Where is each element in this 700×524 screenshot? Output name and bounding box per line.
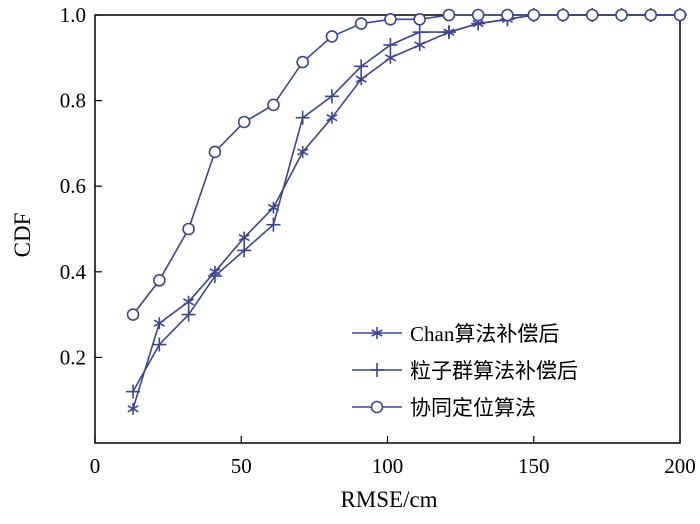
- data-point: [126, 308, 140, 321]
- data-point: [267, 98, 280, 112]
- y-tick-label: 0.2: [60, 345, 86, 369]
- legend-label: Chan算法补偿后: [410, 322, 559, 346]
- legend-marker: [370, 363, 384, 377]
- data-point: [644, 8, 658, 22]
- x-axis-label: RMSE/cm: [340, 487, 437, 512]
- y-tick-label: 0.8: [60, 89, 86, 113]
- series-2: [126, 8, 687, 399]
- data-point: [153, 317, 165, 330]
- x-tick-label: 0: [90, 454, 101, 478]
- legend-item: Chan算法补偿后: [352, 322, 559, 346]
- data-point: [126, 384, 141, 399]
- series-layer: [126, 8, 687, 415]
- data-point: [414, 38, 426, 51]
- y-axis-label: CDF: [10, 213, 35, 258]
- x-axis-ticks: 0 50 100 150 200: [90, 436, 696, 478]
- legend-marker: [371, 327, 383, 339]
- data-point: [585, 8, 599, 22]
- data-point: [556, 8, 570, 22]
- data-point: [673, 8, 687, 22]
- series-1: [127, 9, 686, 415]
- data-point: [152, 337, 167, 352]
- data-point: [324, 89, 339, 104]
- legend-label: 协同定位算法: [410, 396, 536, 420]
- data-point: [383, 37, 398, 52]
- data-point: [442, 8, 456, 22]
- data-point: [296, 55, 309, 69]
- y-tick-label: 0.4: [60, 260, 87, 284]
- data-point: [527, 8, 541, 22]
- series-line: [132, 14, 680, 410]
- y-tick-label: 1.0: [60, 3, 86, 27]
- x-tick-label: 200: [664, 454, 696, 478]
- data-point: [181, 307, 196, 322]
- data-point: [615, 8, 628, 22]
- legend-label: 粒子群算法补偿后: [410, 359, 578, 383]
- data-point: [326, 111, 338, 124]
- series-line: [132, 14, 680, 392]
- data-point: [238, 231, 250, 244]
- data-point: [297, 145, 309, 158]
- data-point: [354, 17, 368, 30]
- data-point: [237, 115, 251, 129]
- data-point: [295, 110, 310, 125]
- data-point: [266, 217, 281, 232]
- data-point: [208, 145, 222, 159]
- data-point: [413, 12, 426, 26]
- x-tick-label: 100: [372, 454, 404, 478]
- legend-item: 粒子群算法补偿后: [352, 359, 578, 383]
- data-point: [384, 51, 397, 64]
- series-3: [126, 8, 687, 321]
- data-point: [127, 402, 139, 415]
- data-point: [412, 25, 427, 40]
- data-point: [354, 59, 369, 74]
- x-tick-label: 150: [518, 454, 550, 478]
- data-point: [237, 243, 252, 258]
- data-point: [325, 30, 339, 43]
- data-point: [501, 8, 514, 22]
- data-point: [153, 274, 166, 287]
- data-point: [384, 12, 397, 26]
- data-point: [471, 8, 485, 22]
- data-point: [182, 295, 195, 308]
- y-axis-ticks: 0.2 0.4 0.6 0.8 1.0: [60, 3, 102, 369]
- y-tick-label: 0.6: [60, 174, 86, 198]
- legend-marker: [370, 400, 384, 414]
- data-point: [441, 25, 456, 40]
- data-point: [355, 73, 367, 86]
- data-point: [207, 269, 222, 284]
- x-tick-label: 50: [231, 454, 252, 478]
- legend-item: 协同定位算法: [352, 396, 536, 420]
- data-point: [182, 222, 195, 236]
